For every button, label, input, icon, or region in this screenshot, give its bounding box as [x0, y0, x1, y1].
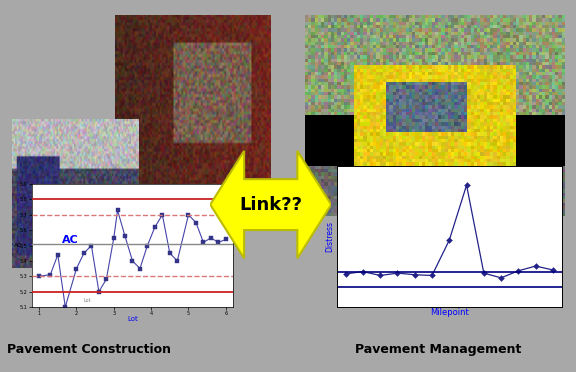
Y-axis label: AC: AC	[14, 243, 22, 248]
Text: Pavement Management: Pavement Management	[355, 343, 521, 356]
Text: Link??: Link??	[239, 196, 302, 214]
Polygon shape	[210, 151, 331, 258]
Text: AC: AC	[62, 235, 79, 245]
Text: Lot: Lot	[84, 298, 92, 303]
X-axis label: Milepoint: Milepoint	[430, 308, 469, 317]
X-axis label: Lot: Lot	[127, 316, 138, 322]
Y-axis label: Distress: Distress	[325, 221, 334, 252]
Text: Pavement Construction: Pavement Construction	[7, 343, 171, 356]
